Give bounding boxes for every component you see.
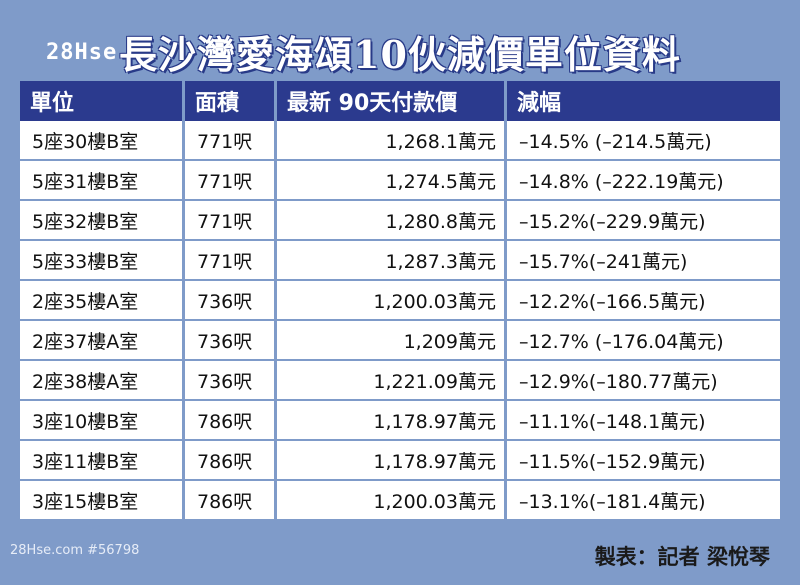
cell-price: 1,268.1萬元 — [277, 121, 507, 161]
cell-area: 736呎 — [185, 281, 277, 321]
cell-price: 1,209萬元 — [277, 321, 507, 361]
cell-unit: 3座11樓B室 — [20, 441, 185, 481]
cell-reduction: –12.9%(–180.77萬元) — [507, 361, 780, 401]
price-cut-table: 單位 面積 最新 90天付款價 減幅 5座30樓B室 771呎 1,268.1萬… — [20, 81, 780, 521]
table-row: 3座11樓B室 786呎 1,178.97萬元 –11.5%(–152.9萬元) — [20, 441, 780, 481]
cell-unit: 5座33樓B室 — [20, 241, 185, 281]
cell-reduction: –15.7%(–241萬元) — [507, 241, 780, 281]
table-row: 5座33樓B室 771呎 1,287.3萬元 –15.7%(–241萬元) — [20, 241, 780, 281]
cell-unit: 2座35樓A室 — [20, 281, 185, 321]
table-row: 5座32樓B室 771呎 1,280.8萬元 –15.2%(–229.9萬元) — [20, 201, 780, 241]
cell-reduction: –11.5%(–152.9萬元) — [507, 441, 780, 481]
cell-price: 1,200.03萬元 — [277, 281, 507, 321]
cell-reduction: –14.8% (–222.19萬元) — [507, 161, 780, 201]
cell-area: 771呎 — [185, 121, 277, 161]
table-row: 2座37樓A室 736呎 1,209萬元 –12.7% (–176.04萬元) — [20, 321, 780, 361]
site-watermark-logo: 28Hse.com — [46, 40, 153, 65]
cell-price: 1,274.5萬元 — [277, 161, 507, 201]
table-row: 3座15樓B室 786呎 1,200.03萬元 –13.1%(–181.4萬元) — [20, 481, 780, 521]
watermark-domain: .com — [117, 48, 153, 63]
cell-reduction: –12.7% (–176.04萬元) — [507, 321, 780, 361]
cell-unit: 3座15樓B室 — [20, 481, 185, 521]
table-header-row: 單位 面積 最新 90天付款價 減幅 — [20, 81, 780, 121]
cell-reduction: –11.1%(–148.1萬元) — [507, 401, 780, 441]
header-area: 面積 — [185, 81, 277, 121]
cell-price: 1,280.8萬元 — [277, 201, 507, 241]
cell-reduction: –15.2%(–229.9萬元) — [507, 201, 780, 241]
cell-unit: 3座10樓B室 — [20, 401, 185, 441]
cell-price: 1,178.97萬元 — [277, 441, 507, 481]
cell-unit: 5座31樓B室 — [20, 161, 185, 201]
table-row: 5座30樓B室 771呎 1,268.1萬元 –14.5% (–214.5萬元) — [20, 121, 780, 161]
cell-price: 1,200.03萬元 — [277, 481, 507, 521]
page-title: 長沙灣愛海頌10伙減價單位資料 — [119, 32, 681, 77]
cell-price: 1,178.97萬元 — [277, 401, 507, 441]
cell-unit: 5座32樓B室 — [20, 201, 185, 241]
header-unit: 單位 — [20, 81, 185, 121]
cell-reduction: –12.2%(–166.5萬元) — [507, 281, 780, 321]
cell-reduction: –14.5% (–214.5萬元) — [507, 121, 780, 161]
cell-area: 771呎 — [185, 201, 277, 241]
table-row: 5座31樓B室 771呎 1,274.5萬元 –14.8% (–222.19萬元… — [20, 161, 780, 201]
watermark-brand: 28Hse — [46, 40, 118, 65]
cell-area: 771呎 — [185, 161, 277, 201]
cell-price: 1,287.3萬元 — [277, 241, 507, 281]
table-row: 2座38樓A室 736呎 1,221.09萬元 –12.9%(–180.77萬元… — [20, 361, 780, 401]
cell-unit: 2座38樓A室 — [20, 361, 185, 401]
table-row: 2座35樓A室 736呎 1,200.03萬元 –12.2%(–166.5萬元) — [20, 281, 780, 321]
source-watermark: 28Hse.com #56798 — [10, 543, 140, 558]
cell-unit: 5座30樓B室 — [20, 121, 185, 161]
cell-area: 771呎 — [185, 241, 277, 281]
cell-unit: 2座37樓A室 — [20, 321, 185, 361]
cell-area: 786呎 — [185, 401, 277, 441]
header-price: 最新 90天付款價 — [277, 81, 507, 121]
table-row: 3座10樓B室 786呎 1,178.97萬元 –11.1%(–148.1萬元) — [20, 401, 780, 441]
cell-area: 786呎 — [185, 441, 277, 481]
cell-area: 736呎 — [185, 361, 277, 401]
cell-price: 1,221.09萬元 — [277, 361, 507, 401]
header-reduction: 減幅 — [507, 81, 780, 121]
cell-reduction: –13.1%(–181.4萬元) — [507, 481, 780, 521]
table-credit: 製表：記者 梁悅琴 — [594, 545, 770, 569]
price-cut-table-container: 單位 面積 最新 90天付款價 減幅 5座30樓B室 771呎 1,268.1萬… — [20, 81, 780, 521]
cell-area: 736呎 — [185, 321, 277, 361]
cell-area: 786呎 — [185, 481, 277, 521]
